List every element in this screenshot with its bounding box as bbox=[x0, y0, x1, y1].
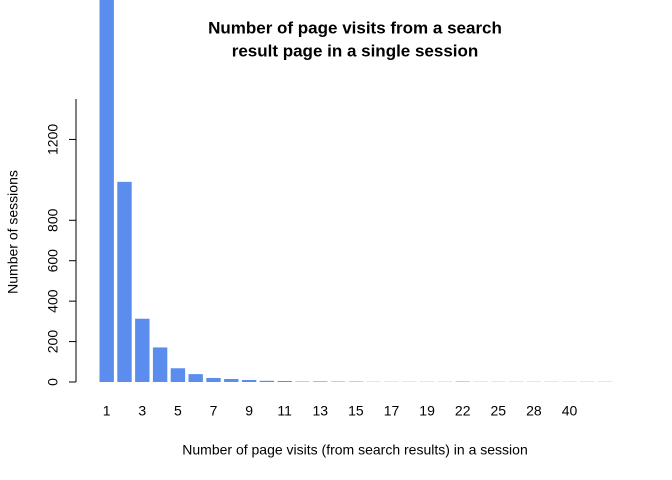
y-tick-label: 1200 bbox=[45, 124, 61, 155]
bar bbox=[117, 181, 132, 382]
y-axis-label: Number of sessions bbox=[5, 170, 21, 294]
bar bbox=[206, 377, 221, 382]
x-axis-label: Number of page visits (from search resul… bbox=[182, 442, 527, 458]
x-tick-label: 5 bbox=[174, 403, 182, 419]
x-tick-label: 11 bbox=[277, 403, 292, 419]
x-tick-label: 28 bbox=[526, 403, 542, 419]
y-tick-label: 200 bbox=[45, 330, 61, 354]
bar bbox=[241, 379, 257, 382]
bar bbox=[99, 0, 114, 383]
bar bbox=[135, 318, 150, 382]
x-tick-label: 22 bbox=[455, 403, 471, 419]
x-tick-label: 19 bbox=[419, 403, 435, 419]
bar bbox=[224, 378, 239, 382]
bar bbox=[152, 347, 168, 382]
bar bbox=[277, 380, 292, 382]
y-tick-label: 600 bbox=[45, 249, 61, 273]
x-tick-label: 9 bbox=[245, 403, 253, 419]
x-tick-label: 17 bbox=[384, 403, 400, 419]
x-tick-label: 7 bbox=[210, 403, 218, 419]
bar bbox=[313, 381, 328, 382]
bar bbox=[188, 374, 203, 382]
x-tick-label: 13 bbox=[313, 403, 329, 419]
y-tick-label: 400 bbox=[45, 289, 61, 313]
bar bbox=[259, 380, 275, 382]
y-tick-label: 800 bbox=[45, 208, 61, 232]
x-tick-label: 25 bbox=[491, 403, 507, 419]
y-tick-label: 0 bbox=[45, 378, 61, 386]
chart-title: Number of page visits from a search bbox=[208, 18, 502, 37]
x-tick-label: 1 bbox=[103, 403, 111, 419]
x-tick-label: 40 bbox=[562, 403, 578, 419]
chart-title: result page in a single session bbox=[232, 41, 479, 60]
x-tick-label: 3 bbox=[138, 403, 146, 419]
x-tick-label: 15 bbox=[348, 403, 364, 419]
bar bbox=[170, 368, 186, 382]
